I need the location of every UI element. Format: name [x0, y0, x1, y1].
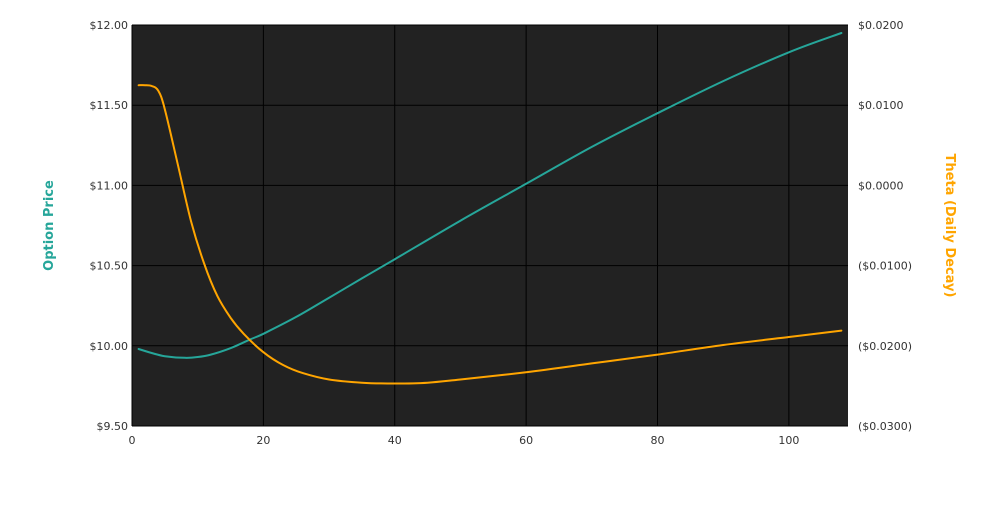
left-y-tick-label: $10.00: [90, 340, 129, 353]
left-y-tick-label: $10.50: [90, 260, 129, 273]
right-y-tick-label: ($0.0300): [858, 420, 912, 433]
left-y-tick-label: $11.50: [90, 99, 129, 112]
right-y-axis-title: Theta (Daily Decay): [942, 154, 957, 298]
option-price-series-line: [137, 32, 843, 359]
grid-lines: [131, 24, 848, 427]
left-y-axis: $9.50 $10.00 $10.50 $11.00 $11.50 $12.00: [90, 19, 129, 433]
left-y-tick-label: $12.00: [90, 19, 129, 32]
right-y-tick-label: ($0.0200): [858, 340, 912, 353]
x-tick-label: 60: [519, 434, 533, 447]
left-y-tick-label: $9.50: [97, 420, 129, 433]
right-y-axis: ($0.0300) ($0.0200) ($0.0100) $0.0000 $0.010…: [858, 19, 912, 433]
left-y-tick-label: $11.00: [90, 179, 129, 192]
right-y-tick-label: $0.0200: [858, 19, 904, 32]
x-axis: 0 20 40 60 80 100: [129, 434, 800, 447]
left-y-axis-title: Option Price: [42, 180, 57, 271]
x-tick-label: 0: [129, 434, 136, 447]
right-y-tick-label: $0.0000: [858, 179, 904, 192]
x-tick-label: 20: [256, 434, 270, 447]
right-y-tick-label: $0.0100: [858, 99, 904, 112]
plot-area: [132, 25, 848, 426]
x-tick-label: 40: [388, 434, 402, 447]
right-y-tick-label: ($0.0100): [858, 260, 912, 273]
series-lines: [137, 32, 843, 385]
theta-series-line: [137, 84, 843, 385]
x-tick-label: 100: [778, 434, 799, 447]
x-tick-label: 80: [651, 434, 665, 447]
